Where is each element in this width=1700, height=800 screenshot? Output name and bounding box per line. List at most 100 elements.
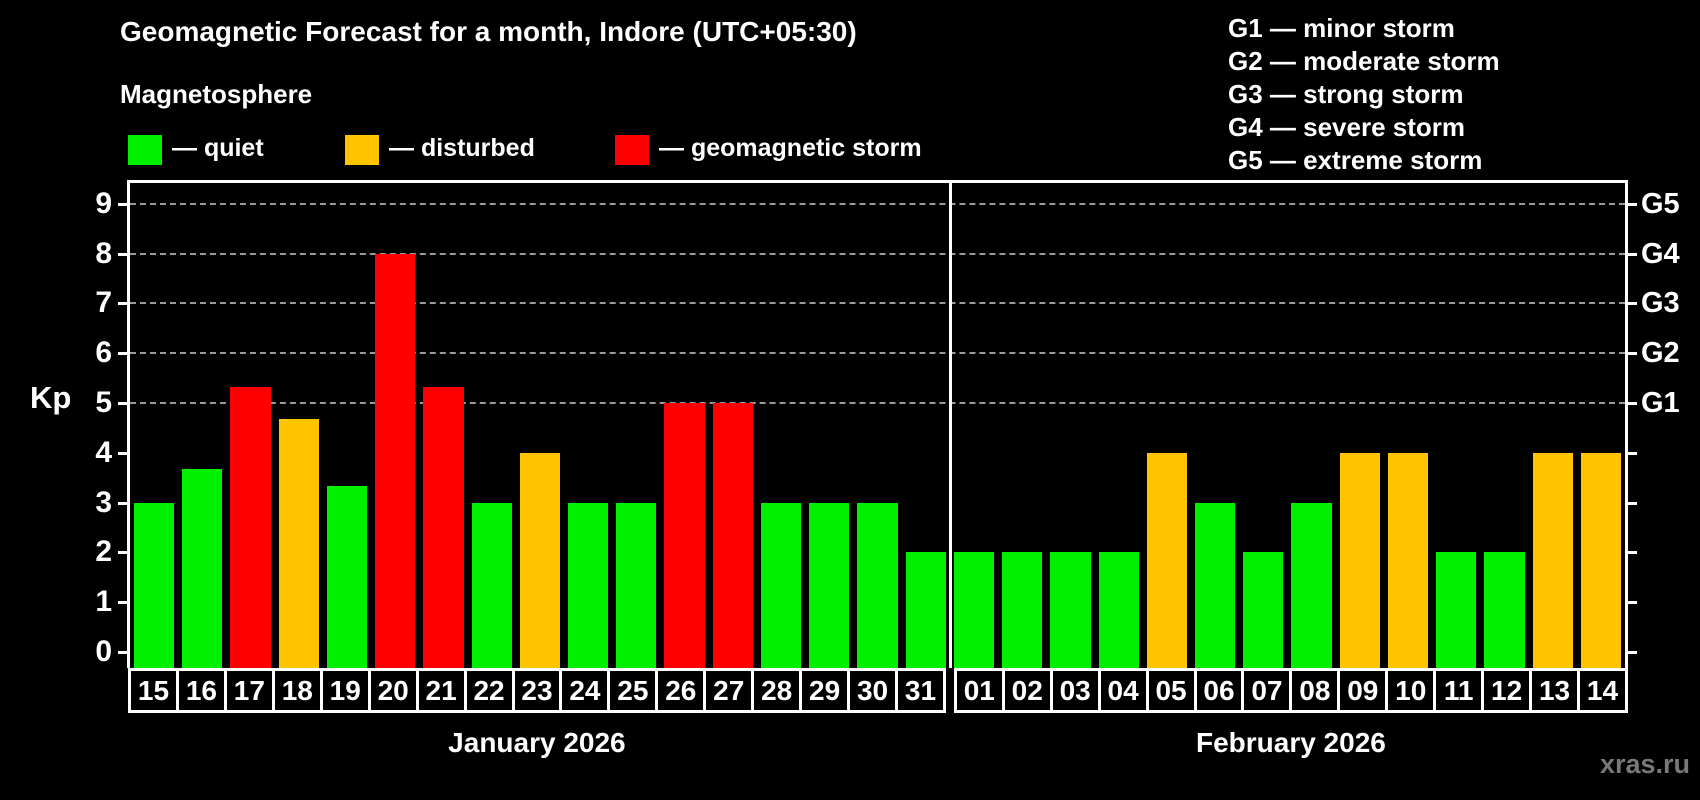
day-label: 29 — [799, 668, 851, 713]
day-label: 03 — [1049, 668, 1101, 713]
day-label: 13 — [1529, 668, 1581, 713]
kp-bar — [1484, 552, 1525, 668]
day-label: 31 — [895, 668, 946, 713]
day-label: 20 — [367, 668, 419, 713]
g-axis-label: G3 — [1641, 287, 1680, 320]
y-axis-tick-left — [118, 601, 130, 605]
y-axis-tick-label: 0 — [95, 635, 112, 668]
month-divider-line — [948, 183, 952, 668]
kp-bar — [471, 502, 512, 668]
y-axis-tick-right — [1625, 451, 1637, 455]
y-axis-tick-left — [118, 252, 130, 256]
day-label: 30 — [847, 668, 898, 713]
month-label-february: February 2026 — [1195, 727, 1386, 758]
day-label: 14 — [1577, 668, 1628, 713]
legend-label-quiet: — quiet — [172, 134, 264, 162]
g-legend-line: G2 — moderate storm — [1228, 46, 1500, 76]
day-label: 12 — [1481, 668, 1533, 713]
day-label: 15 — [128, 668, 179, 713]
kp-bar — [857, 502, 898, 668]
g-axis-label: G2 — [1641, 337, 1680, 370]
day-label: 27 — [703, 668, 755, 713]
legend-swatch-disturbed — [345, 135, 379, 165]
kp-bar — [1580, 452, 1621, 668]
day-label: 28 — [751, 668, 803, 713]
kp-bar — [1436, 552, 1477, 668]
kp-gridline — [130, 402, 1625, 404]
y-axis-tick-label: 4 — [95, 435, 112, 469]
kp-bar — [519, 452, 561, 668]
plot-area — [127, 180, 1628, 668]
kp-bar — [278, 419, 319, 668]
y-axis-tick-label: 9 — [95, 186, 112, 220]
legend-swatch-storm — [615, 135, 649, 165]
y-axis-tick-left — [118, 402, 130, 405]
y-axis-tick-right — [1625, 352, 1637, 356]
y-axis-tick-left — [118, 352, 130, 356]
g-legend-line: G3 — strong storm — [1228, 79, 1464, 109]
legend-label-disturbed: — disturbed — [389, 134, 535, 162]
kp-bar — [1194, 502, 1236, 668]
chart-title: Geomagnetic Forecast for a month, Indore… — [120, 16, 857, 47]
day-label: 04 — [1097, 668, 1149, 713]
y-axis-tick-label: 7 — [95, 286, 112, 320]
day-label: 06 — [1193, 668, 1245, 713]
kp-bar — [134, 502, 175, 668]
kp-bar — [664, 403, 705, 668]
g-axis-label: G4 — [1641, 237, 1680, 270]
kp-gridline — [130, 252, 1625, 255]
legend-swatch-quiet — [128, 135, 162, 165]
g-legend-line: G5 — extreme storm — [1228, 145, 1483, 175]
kp-bar — [1339, 452, 1380, 668]
g-scale-legend: G1 — minor storm G2 — moderate storm G3 — … — [1228, 12, 1500, 177]
day-label: 11 — [1433, 668, 1485, 713]
kp-bar — [1243, 552, 1284, 668]
watermark: xras.ru — [1599, 749, 1690, 779]
day-label-row: 15 16 17 18 19 20 21 22 23 24 25 26 27 28 29 30 31 — [128, 668, 946, 713]
day-label: 07 — [1241, 668, 1293, 713]
y-axis-tick-left — [118, 302, 130, 306]
y-axis-tick-right — [1625, 402, 1637, 405]
kp-gridline — [130, 202, 1625, 205]
g-legend-line: G1 — minor storm — [1228, 13, 1455, 43]
y-axis-tick-left — [118, 551, 130, 555]
y-axis-tick-right — [1625, 651, 1637, 654]
kp-bar — [568, 502, 609, 668]
month-label-january: January 2026 — [448, 727, 626, 758]
y-axis-tick-right — [1625, 252, 1637, 256]
kp-bar — [616, 502, 657, 668]
g-axis-label: G1 — [1641, 387, 1680, 419]
kp-bar — [1098, 552, 1139, 668]
day-label: 18 — [271, 668, 323, 713]
kp-bar — [375, 253, 416, 668]
y-axis-title: Kp — [30, 380, 72, 415]
day-label: 01 — [953, 668, 1005, 713]
y-axis-tick-label: 6 — [95, 336, 112, 370]
day-label: 16 — [175, 668, 227, 713]
y-axis-tick-label: 1 — [95, 585, 112, 619]
y-axis-tick-label: 2 — [95, 535, 112, 569]
kp-bar — [1050, 552, 1091, 668]
y-axis-tick-left — [118, 651, 130, 654]
g-legend-line: G4 — severe storm — [1228, 112, 1466, 142]
kp-bar — [1532, 452, 1573, 668]
day-label: 21 — [415, 668, 467, 713]
kp-bar — [1146, 452, 1187, 668]
magnetosphere-label: Magnetosphere — [120, 79, 313, 109]
kp-bar — [953, 552, 995, 668]
y-axis-tick-right — [1625, 302, 1637, 306]
y-axis-tick-right — [1625, 501, 1637, 505]
y-axis-tick-right — [1625, 601, 1637, 605]
kp-bar — [1387, 452, 1429, 668]
y-axis-tick-right — [1625, 551, 1637, 555]
kp-bar — [326, 486, 368, 668]
day-label: 09 — [1337, 668, 1389, 713]
kp-bar — [905, 552, 946, 668]
kp-gridline — [130, 302, 1625, 305]
kp-bar — [423, 386, 464, 668]
kp-bar — [1291, 502, 1332, 668]
day-label: 05 — [1145, 668, 1197, 713]
day-label: 24 — [559, 668, 611, 713]
day-label: 10 — [1385, 668, 1437, 713]
